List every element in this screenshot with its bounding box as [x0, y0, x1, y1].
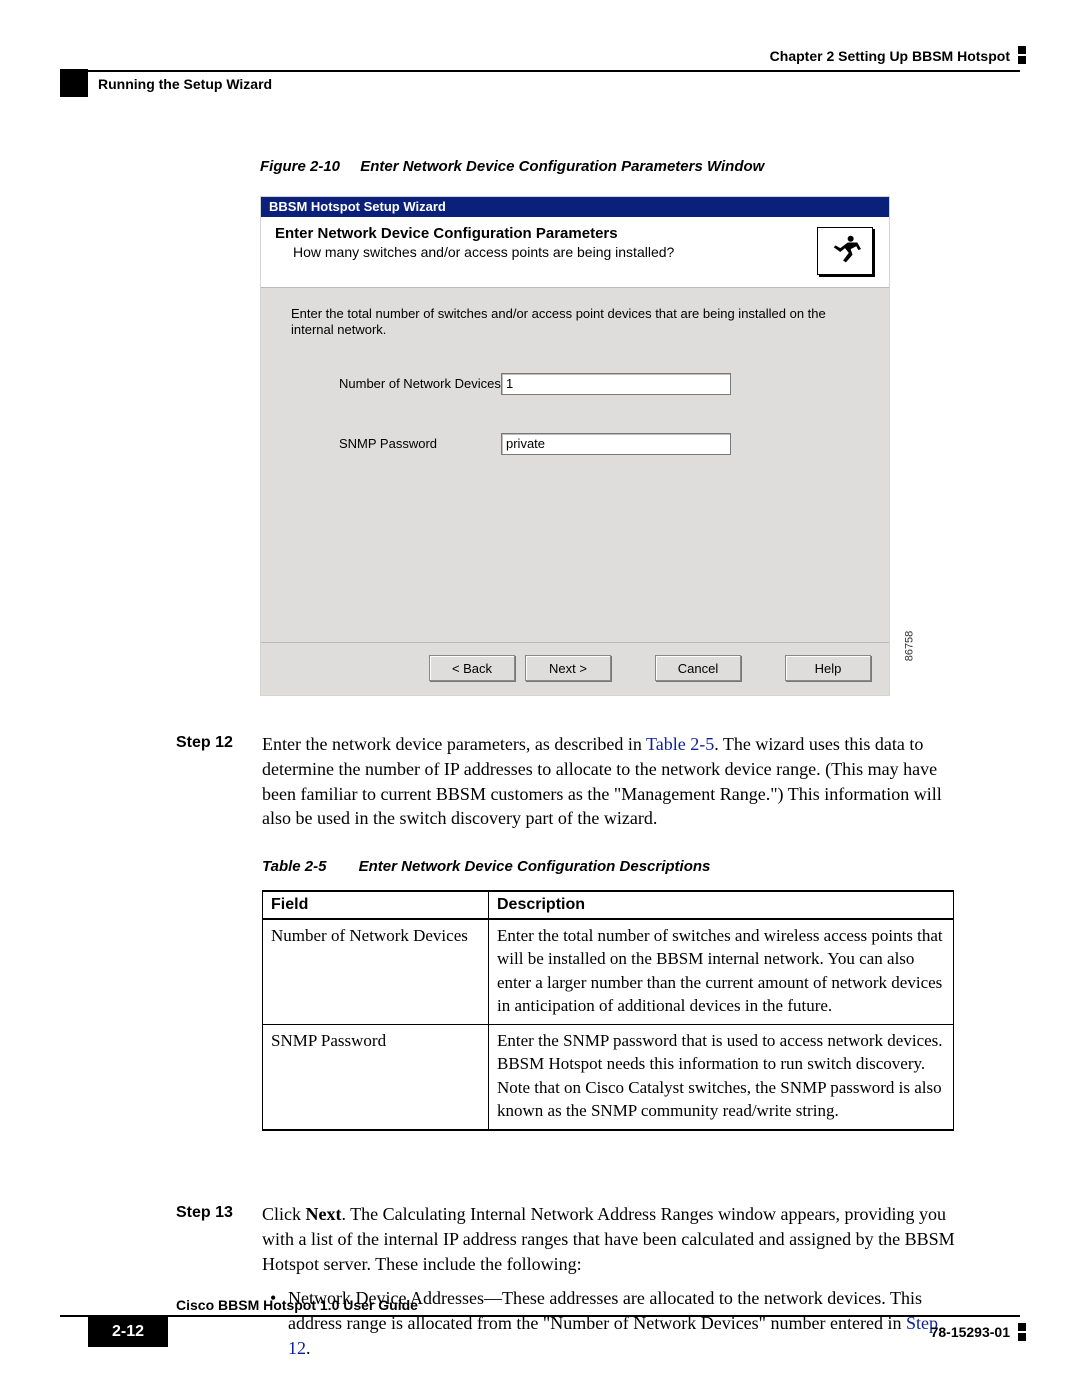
table-title: Enter Network Device Configuration Descr… [359, 858, 711, 875]
figure-side-number: 86758 [903, 631, 915, 662]
table-header-field: Field [263, 891, 489, 919]
step-13-bold: Next [306, 1204, 342, 1224]
table-row: Number of Network Devices Enter the tota… [263, 919, 954, 1024]
table-cell: Number of Network Devices [263, 919, 489, 1024]
step-13-text-pre: Click [262, 1204, 306, 1224]
header-ornament-left [60, 69, 88, 97]
figure-number: Figure 2-10 [260, 158, 340, 175]
help-button[interactable]: Help [785, 655, 871, 681]
page-number: 2-12 [88, 1317, 168, 1347]
next-button[interactable]: Next > [525, 655, 611, 681]
wizard-button-row: < Back Next > Cancel Help [261, 642, 889, 694]
step-12-label: Step 12 [176, 732, 233, 754]
figure-title: Enter Network Device Configuration Param… [360, 158, 764, 175]
section-label: Running the Setup Wizard [98, 76, 272, 92]
chapter-label: Chapter 2 Setting Up BBSM Hotspot [770, 48, 1010, 64]
bullet1-post: . [306, 1338, 311, 1358]
table-header-description: Description [489, 891, 954, 919]
wizard-heading: Enter Network Device Configuration Param… [275, 225, 875, 242]
num-devices-row: Number of Network Devices [291, 373, 867, 395]
num-devices-input[interactable] [501, 373, 731, 395]
table-cell: Enter the total number of switches and w… [489, 919, 954, 1024]
table-caption: Table 2-5 Enter Network Device Configura… [262, 858, 710, 875]
step-12: Step 12 Enter the network device paramet… [180, 732, 960, 831]
footer-book-title: Cisco BBSM Hotspot 1.0 User Guide [176, 1297, 418, 1313]
figure-caption: Figure 2-10 Enter Network Device Configu… [260, 158, 764, 175]
footer-doc-number: 78-15293-01 [931, 1324, 1010, 1340]
step-12-xref[interactable]: Table 2-5 [646, 734, 714, 754]
wizard-window: BBSM Hotspot Setup Wizard Enter Network … [260, 196, 890, 696]
cancel-button[interactable]: Cancel [655, 655, 741, 681]
footer-rule [170, 1315, 1020, 1317]
back-button[interactable]: < Back [429, 655, 515, 681]
wizard-subtitle: How many switches and/or access points a… [275, 242, 875, 260]
page: Chapter 2 Setting Up BBSM Hotspot Runnin… [0, 0, 1080, 1397]
table-number: Table 2-5 [262, 858, 326, 875]
wizard-titlebar: BBSM Hotspot Setup Wizard [261, 197, 889, 217]
table-cell: Enter the SNMP password that is used to … [489, 1024, 954, 1129]
wizard-header-panel: Enter Network Device Configuration Param… [261, 217, 889, 287]
wizard-body: Enter the total number of switches and/o… [261, 288, 889, 642]
description-table: Field Description Number of Network Devi… [262, 890, 954, 1131]
snmp-label: SNMP Password [291, 436, 501, 451]
step-13-label: Step 13 [176, 1202, 233, 1224]
header-rule [60, 70, 1020, 72]
snmp-input[interactable] [501, 433, 731, 455]
num-devices-label: Number of Network Devices [291, 376, 501, 391]
step-13-text-post: . The Calculating Internal Network Addre… [262, 1204, 955, 1274]
footer-ornament-right [1018, 1323, 1026, 1341]
header-ornament-right [1018, 46, 1026, 64]
step-13: Step 13 Click Next. The Calculating Inte… [180, 1202, 960, 1365]
wizard-instruction: Enter the total number of switches and/o… [291, 306, 851, 339]
table-cell: SNMP Password [263, 1024, 489, 1129]
snmp-row: SNMP Password [291, 433, 867, 455]
table-row: SNMP Password Enter the SNMP password th… [263, 1024, 954, 1129]
step-12-text-pre: Enter the network device parameters, as … [262, 734, 646, 754]
running-man-icon [817, 227, 873, 275]
